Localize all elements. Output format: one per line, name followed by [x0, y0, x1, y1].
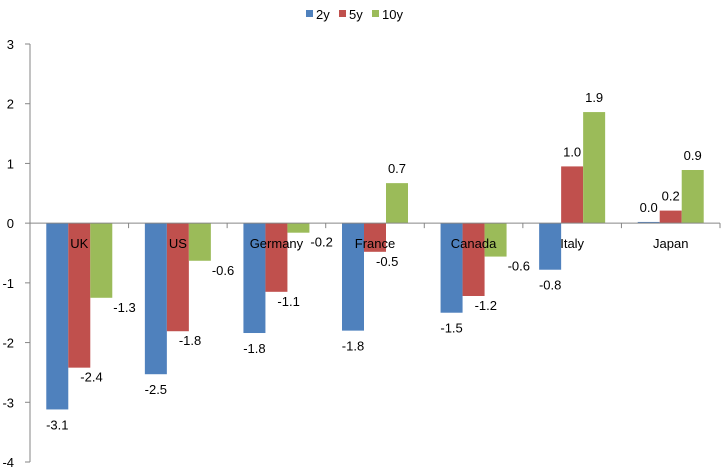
category-label: Germany	[250, 236, 304, 251]
data-label: 0.2	[662, 189, 680, 204]
bar-5y-germany	[265, 223, 288, 292]
bar-2y-germany	[243, 223, 266, 334]
bar-10y-uk	[90, 223, 113, 298]
y-tick-label: 2	[7, 97, 14, 112]
bar-5y-uk	[68, 223, 91, 368]
data-label: -2.5	[145, 382, 167, 397]
legend-label: 2y	[316, 7, 330, 22]
bar-10y-canada	[484, 223, 507, 257]
category-label: Canada	[451, 236, 497, 251]
data-label: -3.1	[46, 417, 68, 432]
bar-5y-japan	[659, 210, 682, 224]
data-label: 1.9	[585, 90, 603, 105]
y-tick-label: -4	[2, 455, 14, 469]
data-label: -1.8	[243, 341, 265, 356]
data-label: -0.6	[212, 263, 234, 278]
bar-10y-germany	[287, 223, 310, 233]
legend-swatch-2y	[306, 10, 313, 17]
legend-label: 10y	[382, 7, 403, 22]
category-label: US	[169, 236, 187, 251]
data-label: -1.8	[179, 333, 201, 348]
data-label: -1.3	[113, 300, 135, 315]
y-tick-label: 3	[7, 37, 14, 52]
bar-2y-italy	[539, 223, 562, 270]
y-tick-label: -2	[2, 336, 14, 351]
bar-5y-italy	[561, 166, 584, 224]
data-label: -1.5	[440, 321, 462, 336]
data-label: -2.4	[80, 370, 102, 385]
data-label: -1.8	[342, 339, 364, 354]
data-label: -0.8	[539, 278, 561, 293]
data-label: -0.2	[310, 235, 332, 250]
data-label: 0.7	[388, 161, 406, 176]
bar-10y-japan	[681, 169, 704, 224]
bar-5y-us	[166, 223, 189, 332]
legend-label: 5y	[349, 7, 363, 22]
bar-10y-italy	[583, 112, 606, 224]
data-label: 0.0	[640, 200, 658, 215]
bar-2y-canada	[440, 223, 463, 313]
y-tick-label: -3	[2, 395, 14, 410]
bar-2y-france	[342, 223, 364, 331]
category-label: France	[355, 236, 395, 251]
data-label: 0.9	[684, 148, 702, 163]
y-tick-label: -1	[2, 276, 14, 291]
bar-10y-france	[386, 183, 408, 224]
bar-10y-us	[188, 223, 211, 261]
legend-swatch-10y	[372, 10, 379, 17]
data-label: -0.6	[508, 259, 530, 274]
y-tick-label: 0	[7, 216, 14, 231]
data-label: -1.2	[475, 298, 497, 313]
bar-2y-uk	[46, 223, 69, 410]
data-label: -0.5	[376, 254, 398, 269]
bar-5y-canada	[462, 223, 485, 296]
category-label: Japan	[653, 236, 688, 251]
data-label: 1.0	[563, 144, 581, 159]
data-label: -1.1	[277, 294, 299, 309]
y-tick-label: 1	[7, 156, 14, 171]
bar-5y-france	[364, 223, 386, 252]
legend-swatch-5y	[339, 10, 346, 17]
category-label: Italy	[560, 236, 584, 251]
category-label: UK	[70, 236, 88, 251]
bar-2y-us	[144, 223, 167, 375]
